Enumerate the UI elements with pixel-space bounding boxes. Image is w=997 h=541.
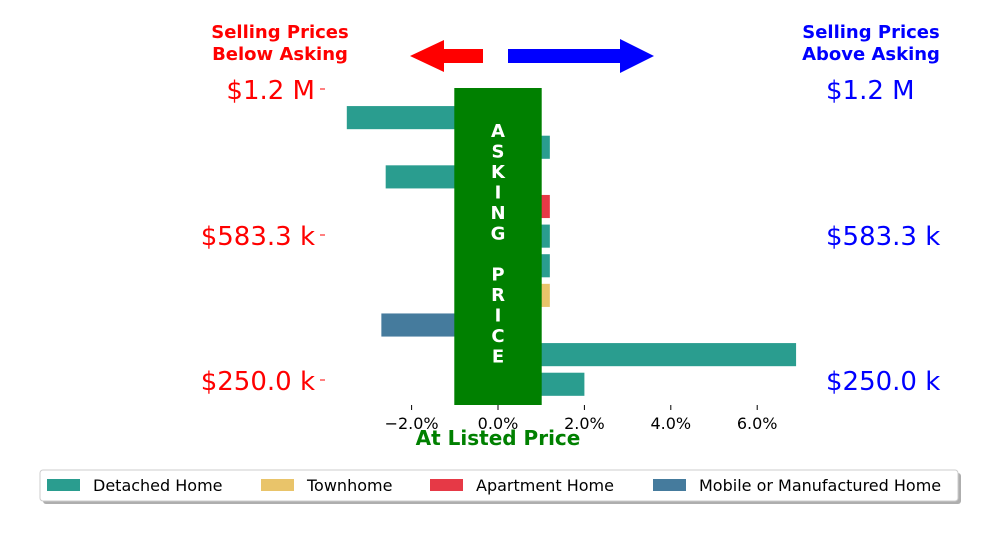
legend-label: Mobile or Manufactured Home bbox=[699, 476, 941, 495]
legend-label: Townhome bbox=[306, 476, 392, 495]
bars-group bbox=[346, 106, 797, 396]
header-left-line1: Selling Prices bbox=[211, 22, 348, 43]
y-label-left: $250.0 k bbox=[201, 367, 315, 397]
legend: Detached Home Townhome Apartment Home Mobil… bbox=[39, 469, 961, 504]
asking-price-band bbox=[454, 88, 542, 405]
legend-label: Detached Home bbox=[93, 476, 223, 495]
legend-swatch bbox=[653, 479, 686, 491]
header-left-line2: Below Asking bbox=[212, 44, 348, 65]
x-tick-label: 4.0% bbox=[650, 414, 691, 433]
left-arrow-icon bbox=[410, 40, 483, 72]
y-label-right: $583.3 k bbox=[826, 222, 940, 252]
x-tick-label: 0.0% bbox=[478, 414, 519, 433]
asking-letter: R bbox=[491, 285, 505, 306]
header-right-line2: Above Asking bbox=[802, 44, 940, 65]
y-label-right: $1.2 M bbox=[826, 76, 915, 106]
x-tick-label: −2.0% bbox=[385, 414, 439, 433]
asking-letter: S bbox=[492, 142, 505, 163]
legend-swatch bbox=[261, 479, 294, 491]
asking-letter: C bbox=[491, 326, 504, 347]
asking-letter: I bbox=[495, 306, 502, 327]
header-right-line1: Selling Prices bbox=[802, 22, 939, 43]
legend-swatch bbox=[430, 479, 463, 491]
asking-letter: N bbox=[490, 203, 505, 224]
legend-swatch bbox=[47, 479, 80, 491]
x-axis-label: At Listed Price bbox=[416, 426, 581, 450]
asking-letter: G bbox=[491, 224, 506, 245]
asking-letter: E bbox=[492, 347, 504, 368]
y-label-right: $250.0 k bbox=[826, 367, 940, 397]
legend-label: Apartment Home bbox=[476, 476, 614, 495]
asking-letter: I bbox=[495, 183, 502, 204]
x-tick-label: 2.0% bbox=[564, 414, 605, 433]
asking-letter: P bbox=[491, 265, 504, 286]
x-tick-label: 6.0% bbox=[737, 414, 778, 433]
right-arrow-icon bbox=[508, 39, 654, 73]
y-label-left: $1.2 M bbox=[226, 76, 315, 106]
asking-letter: K bbox=[491, 162, 506, 183]
y-label-left: $583.3 k bbox=[201, 222, 315, 252]
asking-letter: A bbox=[491, 121, 505, 142]
x-axis: −2.0% 0.0% 2.0% 4.0% 6.0% bbox=[385, 405, 778, 433]
bar-detached-home bbox=[498, 343, 797, 367]
